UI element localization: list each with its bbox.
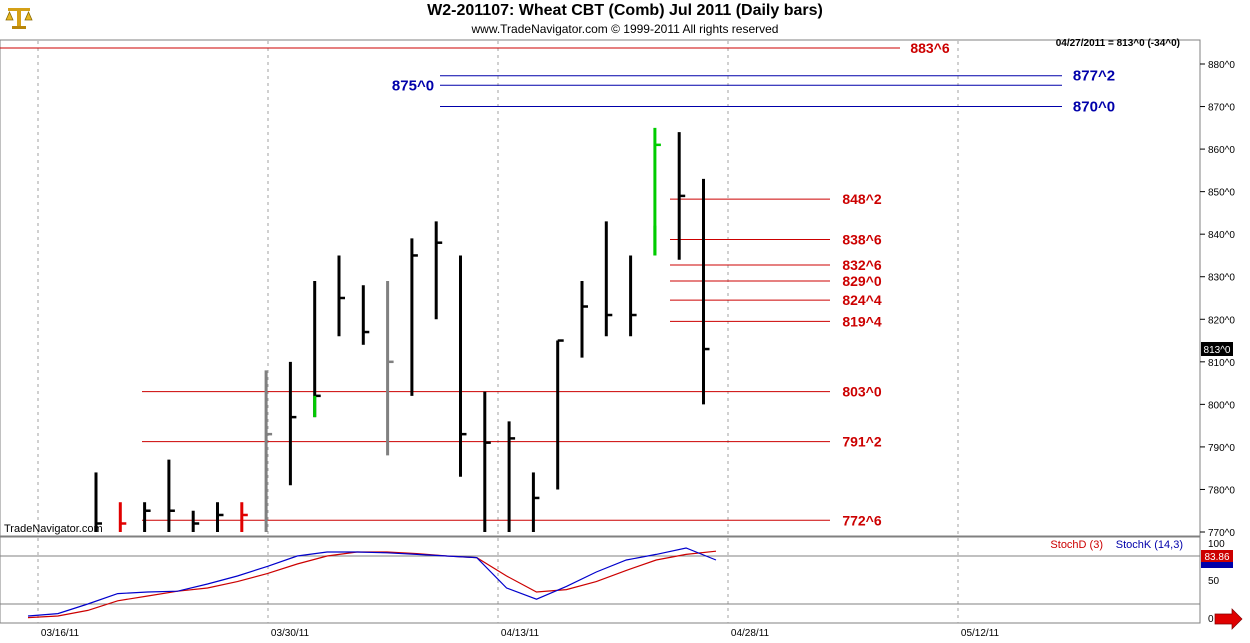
stoch-tick-label: 50: [1208, 576, 1220, 587]
x-tick-label: 05/12/11: [961, 628, 1000, 639]
x-tick-label: 03/16/11: [41, 628, 80, 639]
y-tick-label: 830^0: [1208, 273, 1235, 284]
stoch-k-badge: [1201, 562, 1233, 568]
level-label: 791^2: [842, 434, 882, 450]
stochk-legend: StochK (14,3): [1116, 539, 1183, 551]
level-label: 838^6: [842, 232, 882, 248]
y-tick-label: 840^0: [1208, 230, 1235, 241]
x-tick-label: 04/28/11: [731, 628, 770, 639]
y-tick-label: 800^0: [1208, 400, 1235, 411]
stoch-tick-label: 0: [1208, 614, 1214, 625]
level-label: 829^0: [842, 273, 882, 289]
x-tick-label: 03/30/11: [271, 628, 310, 639]
chart-title: W2-201107: Wheat CBT (Comb) Jul 2011 (Da…: [427, 2, 823, 19]
y-tick-label: 870^0: [1208, 103, 1235, 114]
level-label: 819^4: [842, 313, 882, 329]
level-label: 772^6: [842, 512, 882, 528]
price-readout: 04/27/2011 = 813^0 (-34^0): [1056, 38, 1180, 49]
stochk-line: [27, 547, 717, 617]
price-bars: [94, 127, 710, 532]
stoch-panel-frame: [0, 536, 1201, 624]
y-tick-label: 790^0: [1208, 443, 1235, 454]
right-arrow-icon[interactable]: [1214, 608, 1243, 630]
date-axis: 03/16/11 03/30/11 04/13/11 04/28/11 05/12/11: [41, 628, 1000, 639]
y-tick-label: 780^0: [1208, 485, 1235, 496]
chart-subtitle: www.TradeNavigator.com © 1999-2011 All r…: [471, 22, 779, 36]
stoch-axis: 100 50 0: [1208, 539, 1225, 625]
y-tick-label: 810^0: [1208, 358, 1235, 369]
stoch-value-badge: [1201, 550, 1233, 562]
price-panel-frame: [0, 39, 1201, 537]
price-axis: 880^0 870^0 860^0 850^0 840^0 830^0 820^0 810^0…: [1200, 60, 1235, 539]
level-label: 832^6: [842, 257, 882, 273]
y-tick-label: 850^0: [1208, 188, 1235, 199]
y-tick-label: 860^0: [1208, 145, 1235, 156]
level-label: 803^0: [842, 384, 882, 400]
stoch-gridlines: [0, 555, 1200, 605]
level-label: 824^4: [842, 292, 882, 308]
stoch-tick-label: 100: [1208, 539, 1225, 550]
level-label: 883^6: [910, 40, 950, 56]
stochastic-lines: [27, 547, 717, 619]
stochd-legend: StochD (3): [1050, 539, 1103, 551]
stochd-line: [27, 550, 717, 619]
chart-header: W2-201107: Wheat CBT (Comb) Jul 2011 (Da…: [0, 0, 1250, 40]
last-price-badge: [1201, 342, 1233, 356]
support-resistance-levels: 883^6 877^2 875^0 870^0 848^2 838^6 832^6829^0…: [0, 40, 1115, 528]
watermark-text: TradeNavigator.com: [4, 523, 103, 535]
level-label: 870^0: [1073, 99, 1115, 116]
level-label: 877^2: [1073, 68, 1115, 85]
y-tick-label: 770^0: [1208, 528, 1235, 539]
y-tick-label: 820^0: [1208, 315, 1235, 326]
stoch-value-label: 83.86: [1204, 552, 1229, 563]
last-price-label: 813^0: [1204, 345, 1231, 356]
scales-logo-icon: [4, 4, 34, 30]
x-tick-label: 04/13/11: [501, 628, 540, 639]
level-label: 848^2: [842, 191, 882, 207]
vertical-gridlines: [37, 41, 959, 623]
y-tick-label: 880^0: [1208, 60, 1235, 71]
level-label: 875^0: [392, 77, 434, 94]
